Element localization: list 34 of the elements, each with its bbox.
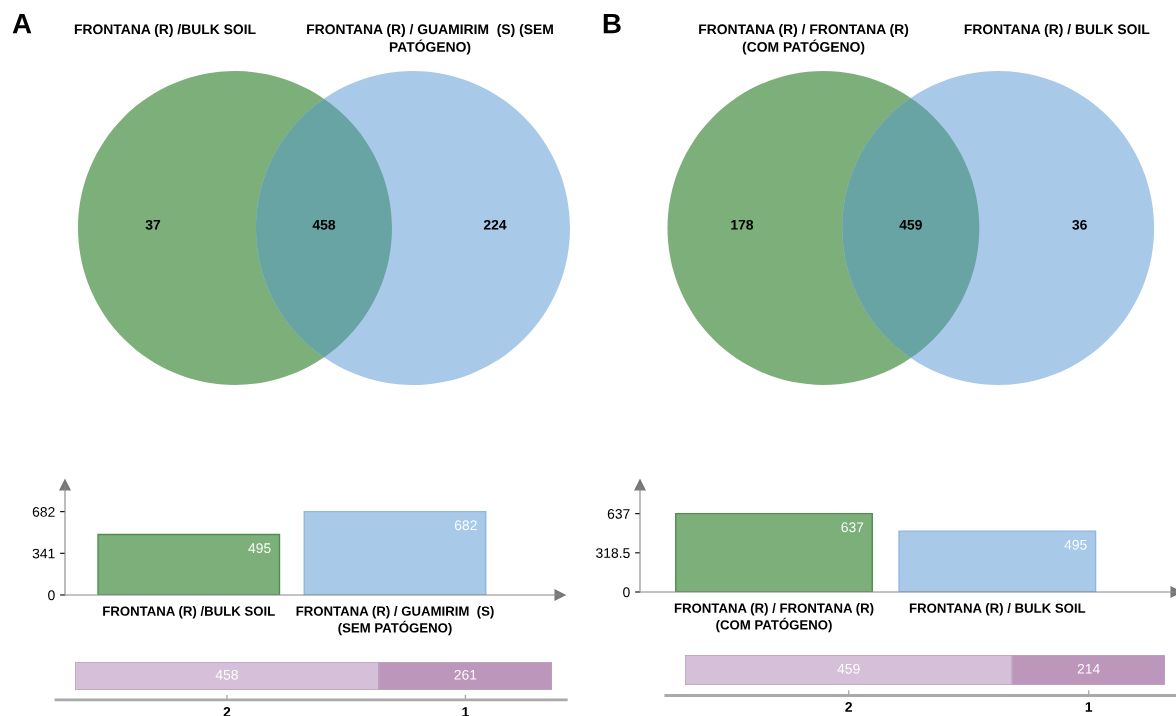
data-label: 459 (837, 663, 860, 674)
x-tick-label: FRONTANA (R) / BULK SOIL (909, 603, 1086, 616)
text: FRONTANA (R) / GUAMIRIM (S) (SEM PATÓGENO) (307, 24, 553, 55)
text: 2 (223, 707, 231, 716)
text: FRONTANA (R) / BULK SOIL (964, 24, 1150, 37)
text: FRONTANA (R) / FRONTANA (R) (COM PATÓGENO) (699, 24, 909, 55)
data-label: 495 (1064, 539, 1087, 550)
y-tick-label: 682 (32, 506, 55, 517)
data-label: 178 (731, 219, 754, 230)
y-tick-label: 0 (623, 587, 630, 598)
text: 2 (845, 702, 852, 712)
data-label: 495 (248, 543, 271, 554)
data-label: 36 (1072, 219, 1087, 230)
x-tick-label: FRONTANA (R) / FRONTANA (R) (COM PATÓGENO) (674, 603, 874, 633)
data-label: 637 (841, 522, 864, 533)
text: 1 (462, 707, 469, 716)
x-tick-label: FRONTANA (R) / GUAMIRIM (S) (SEM PATÓGENO) (296, 606, 494, 636)
y-tick-label: 637 (607, 508, 630, 519)
data-label: 37 (145, 219, 161, 230)
x-tick-label: FRONTANA (R) /BULK SOIL (103, 606, 275, 619)
y-tick-label: 318.5 (596, 548, 630, 558)
text: FRONTANA (R) /BULK SOIL (74, 24, 256, 37)
data-label: 682 (454, 520, 477, 531)
text: 1 (1085, 702, 1093, 712)
data-label: 459 (899, 219, 922, 230)
data-label: 214 (1077, 663, 1100, 674)
data-label: 458 (312, 219, 336, 230)
y-tick-label: 0 (48, 590, 55, 601)
text: A (12, 14, 32, 34)
data-label: 458 (215, 669, 238, 680)
y-tick-label: 341 (32, 548, 55, 559)
text: B (603, 14, 621, 34)
data-label: 261 (454, 669, 477, 680)
data-label: 224 (483, 219, 507, 230)
